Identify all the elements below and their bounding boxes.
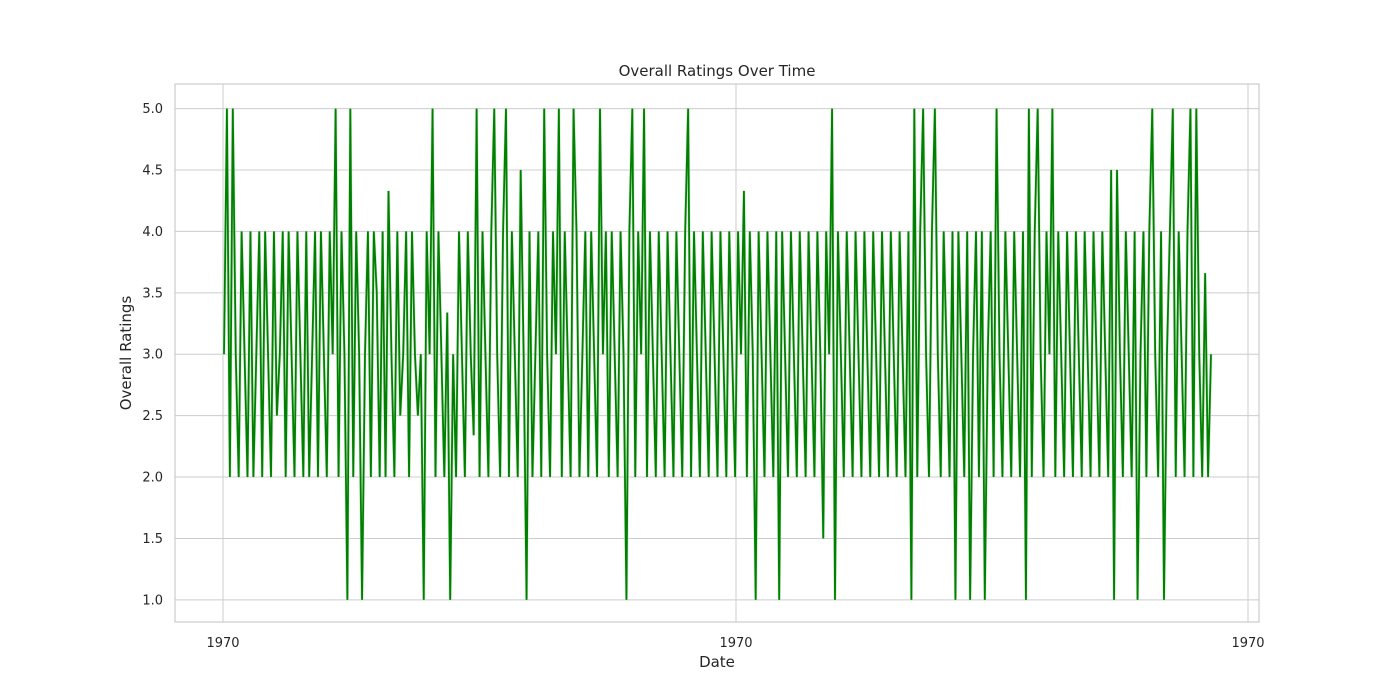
series-layer (223, 108, 1212, 600)
plot-frame (174, 83, 1260, 623)
y-tick-labels: 1.0 1.5 2.0 2.5 3.0 3.5 4.0 4.5 5.0 (142, 102, 163, 608)
x-tick-labels: 1970 1970 1970 (206, 636, 1264, 651)
x-axis-title: Date (699, 653, 735, 671)
y-axis-title: Overall Ratings (117, 296, 135, 411)
y-tick-label: 3.0 (142, 348, 163, 363)
chart-title: Overall Ratings Over Time (619, 62, 816, 80)
x-tick-label: 1970 (719, 636, 752, 651)
y-tick-label: 1.0 (142, 593, 163, 608)
y-tick-label: 2.0 (142, 471, 163, 486)
y-tick-label: 4.5 (142, 163, 163, 178)
y-tick-label: 4.0 (142, 225, 163, 240)
y-tick-label: 1.5 (142, 532, 163, 547)
y-tick-label: 5.0 (142, 102, 163, 117)
y-tick-label: 2.5 (142, 409, 163, 424)
y-tick-label: 3.5 (142, 286, 163, 301)
x-tick-label: 1970 (1231, 636, 1264, 651)
x-tick-label: 1970 (206, 636, 239, 651)
ratings-series-line (223, 108, 1212, 600)
